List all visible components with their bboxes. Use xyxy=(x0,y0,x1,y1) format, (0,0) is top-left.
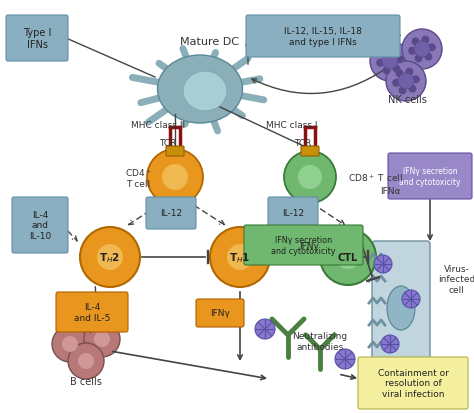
Text: IFNγ secretion
and cytotoxicity: IFNγ secretion and cytotoxicity xyxy=(271,236,336,255)
Circle shape xyxy=(94,331,110,347)
Circle shape xyxy=(402,290,420,308)
FancyBboxPatch shape xyxy=(358,357,468,409)
Circle shape xyxy=(298,166,322,190)
Circle shape xyxy=(227,244,253,271)
Circle shape xyxy=(428,44,436,52)
FancyBboxPatch shape xyxy=(388,154,472,199)
Text: Mature DC: Mature DC xyxy=(181,37,239,47)
Text: Type I
IFNs: Type I IFNs xyxy=(23,28,51,50)
Text: IL-12, IL-15, IL-18
and type I IFNs: IL-12, IL-15, IL-18 and type I IFNs xyxy=(284,27,362,47)
Circle shape xyxy=(396,70,403,78)
Circle shape xyxy=(409,85,417,93)
Circle shape xyxy=(62,336,78,352)
Circle shape xyxy=(52,326,88,362)
Circle shape xyxy=(255,319,275,339)
FancyBboxPatch shape xyxy=(166,147,184,157)
Circle shape xyxy=(78,353,94,369)
FancyBboxPatch shape xyxy=(12,197,68,254)
Text: IL-4
and IL-5: IL-4 and IL-5 xyxy=(74,303,110,322)
Text: TCR: TCR xyxy=(294,138,312,147)
FancyBboxPatch shape xyxy=(268,197,318,230)
Text: T$_H$1: T$_H$1 xyxy=(229,251,251,264)
Circle shape xyxy=(84,321,120,357)
Circle shape xyxy=(68,343,104,379)
Text: TCR: TCR xyxy=(159,138,177,147)
FancyBboxPatch shape xyxy=(301,147,319,157)
FancyBboxPatch shape xyxy=(372,242,430,375)
Circle shape xyxy=(284,152,336,204)
Text: NK cells: NK cells xyxy=(388,95,427,105)
FancyBboxPatch shape xyxy=(285,233,333,260)
Circle shape xyxy=(411,38,419,46)
Circle shape xyxy=(405,69,413,76)
Text: Neutralizing
antibodies: Neutralizing antibodies xyxy=(292,332,347,351)
FancyBboxPatch shape xyxy=(146,197,196,230)
Circle shape xyxy=(421,36,429,45)
Text: IFNγ: IFNγ xyxy=(210,309,230,318)
Text: IFNα: IFNα xyxy=(380,187,400,196)
FancyBboxPatch shape xyxy=(196,299,244,327)
Circle shape xyxy=(414,42,430,58)
Circle shape xyxy=(382,54,398,70)
Circle shape xyxy=(398,74,414,90)
Text: IL-12: IL-12 xyxy=(160,209,182,218)
Circle shape xyxy=(415,55,423,63)
Circle shape xyxy=(97,244,123,271)
Text: CD8$^+$ T cell: CD8$^+$ T cell xyxy=(348,172,403,183)
FancyBboxPatch shape xyxy=(56,292,128,332)
Circle shape xyxy=(374,255,392,273)
Text: Virus-
infected
cell: Virus- infected cell xyxy=(438,264,474,294)
Text: IL-12: IL-12 xyxy=(282,209,304,218)
Circle shape xyxy=(210,228,270,287)
Circle shape xyxy=(320,230,376,285)
Text: Containment or
resolution of
viral infection: Containment or resolution of viral infec… xyxy=(378,368,448,398)
Circle shape xyxy=(408,47,416,56)
Ellipse shape xyxy=(183,72,227,112)
FancyBboxPatch shape xyxy=(246,16,400,58)
Text: MHC class II: MHC class II xyxy=(131,120,185,129)
Circle shape xyxy=(335,349,355,369)
Text: CTL: CTL xyxy=(338,252,358,262)
Text: MHC class I: MHC class I xyxy=(266,120,318,129)
Circle shape xyxy=(412,76,420,84)
Circle shape xyxy=(336,245,360,269)
Text: CD4$^+$
T cell: CD4$^+$ T cell xyxy=(125,166,151,189)
Circle shape xyxy=(383,67,391,75)
Text: IFNγ secretion
and cytotoxicity: IFNγ secretion and cytotoxicity xyxy=(399,167,461,186)
Circle shape xyxy=(162,165,188,190)
Ellipse shape xyxy=(157,56,243,124)
Circle shape xyxy=(80,228,140,287)
Circle shape xyxy=(396,56,404,64)
FancyBboxPatch shape xyxy=(244,225,363,266)
Circle shape xyxy=(376,59,384,68)
Circle shape xyxy=(386,62,426,102)
Text: T$_H$2: T$_H$2 xyxy=(100,251,121,264)
Circle shape xyxy=(147,150,203,206)
Circle shape xyxy=(380,50,388,58)
Circle shape xyxy=(399,87,407,95)
Circle shape xyxy=(390,48,397,57)
Circle shape xyxy=(392,66,401,74)
Circle shape xyxy=(370,42,410,82)
Text: IFNγ: IFNγ xyxy=(299,242,319,251)
Circle shape xyxy=(392,80,400,88)
FancyBboxPatch shape xyxy=(6,16,68,62)
Circle shape xyxy=(381,335,399,353)
Circle shape xyxy=(402,30,442,70)
Text: B cells: B cells xyxy=(70,376,102,386)
Text: IL-4
and
IL-10: IL-4 and IL-10 xyxy=(29,211,51,240)
Ellipse shape xyxy=(387,286,415,330)
Circle shape xyxy=(424,54,432,62)
